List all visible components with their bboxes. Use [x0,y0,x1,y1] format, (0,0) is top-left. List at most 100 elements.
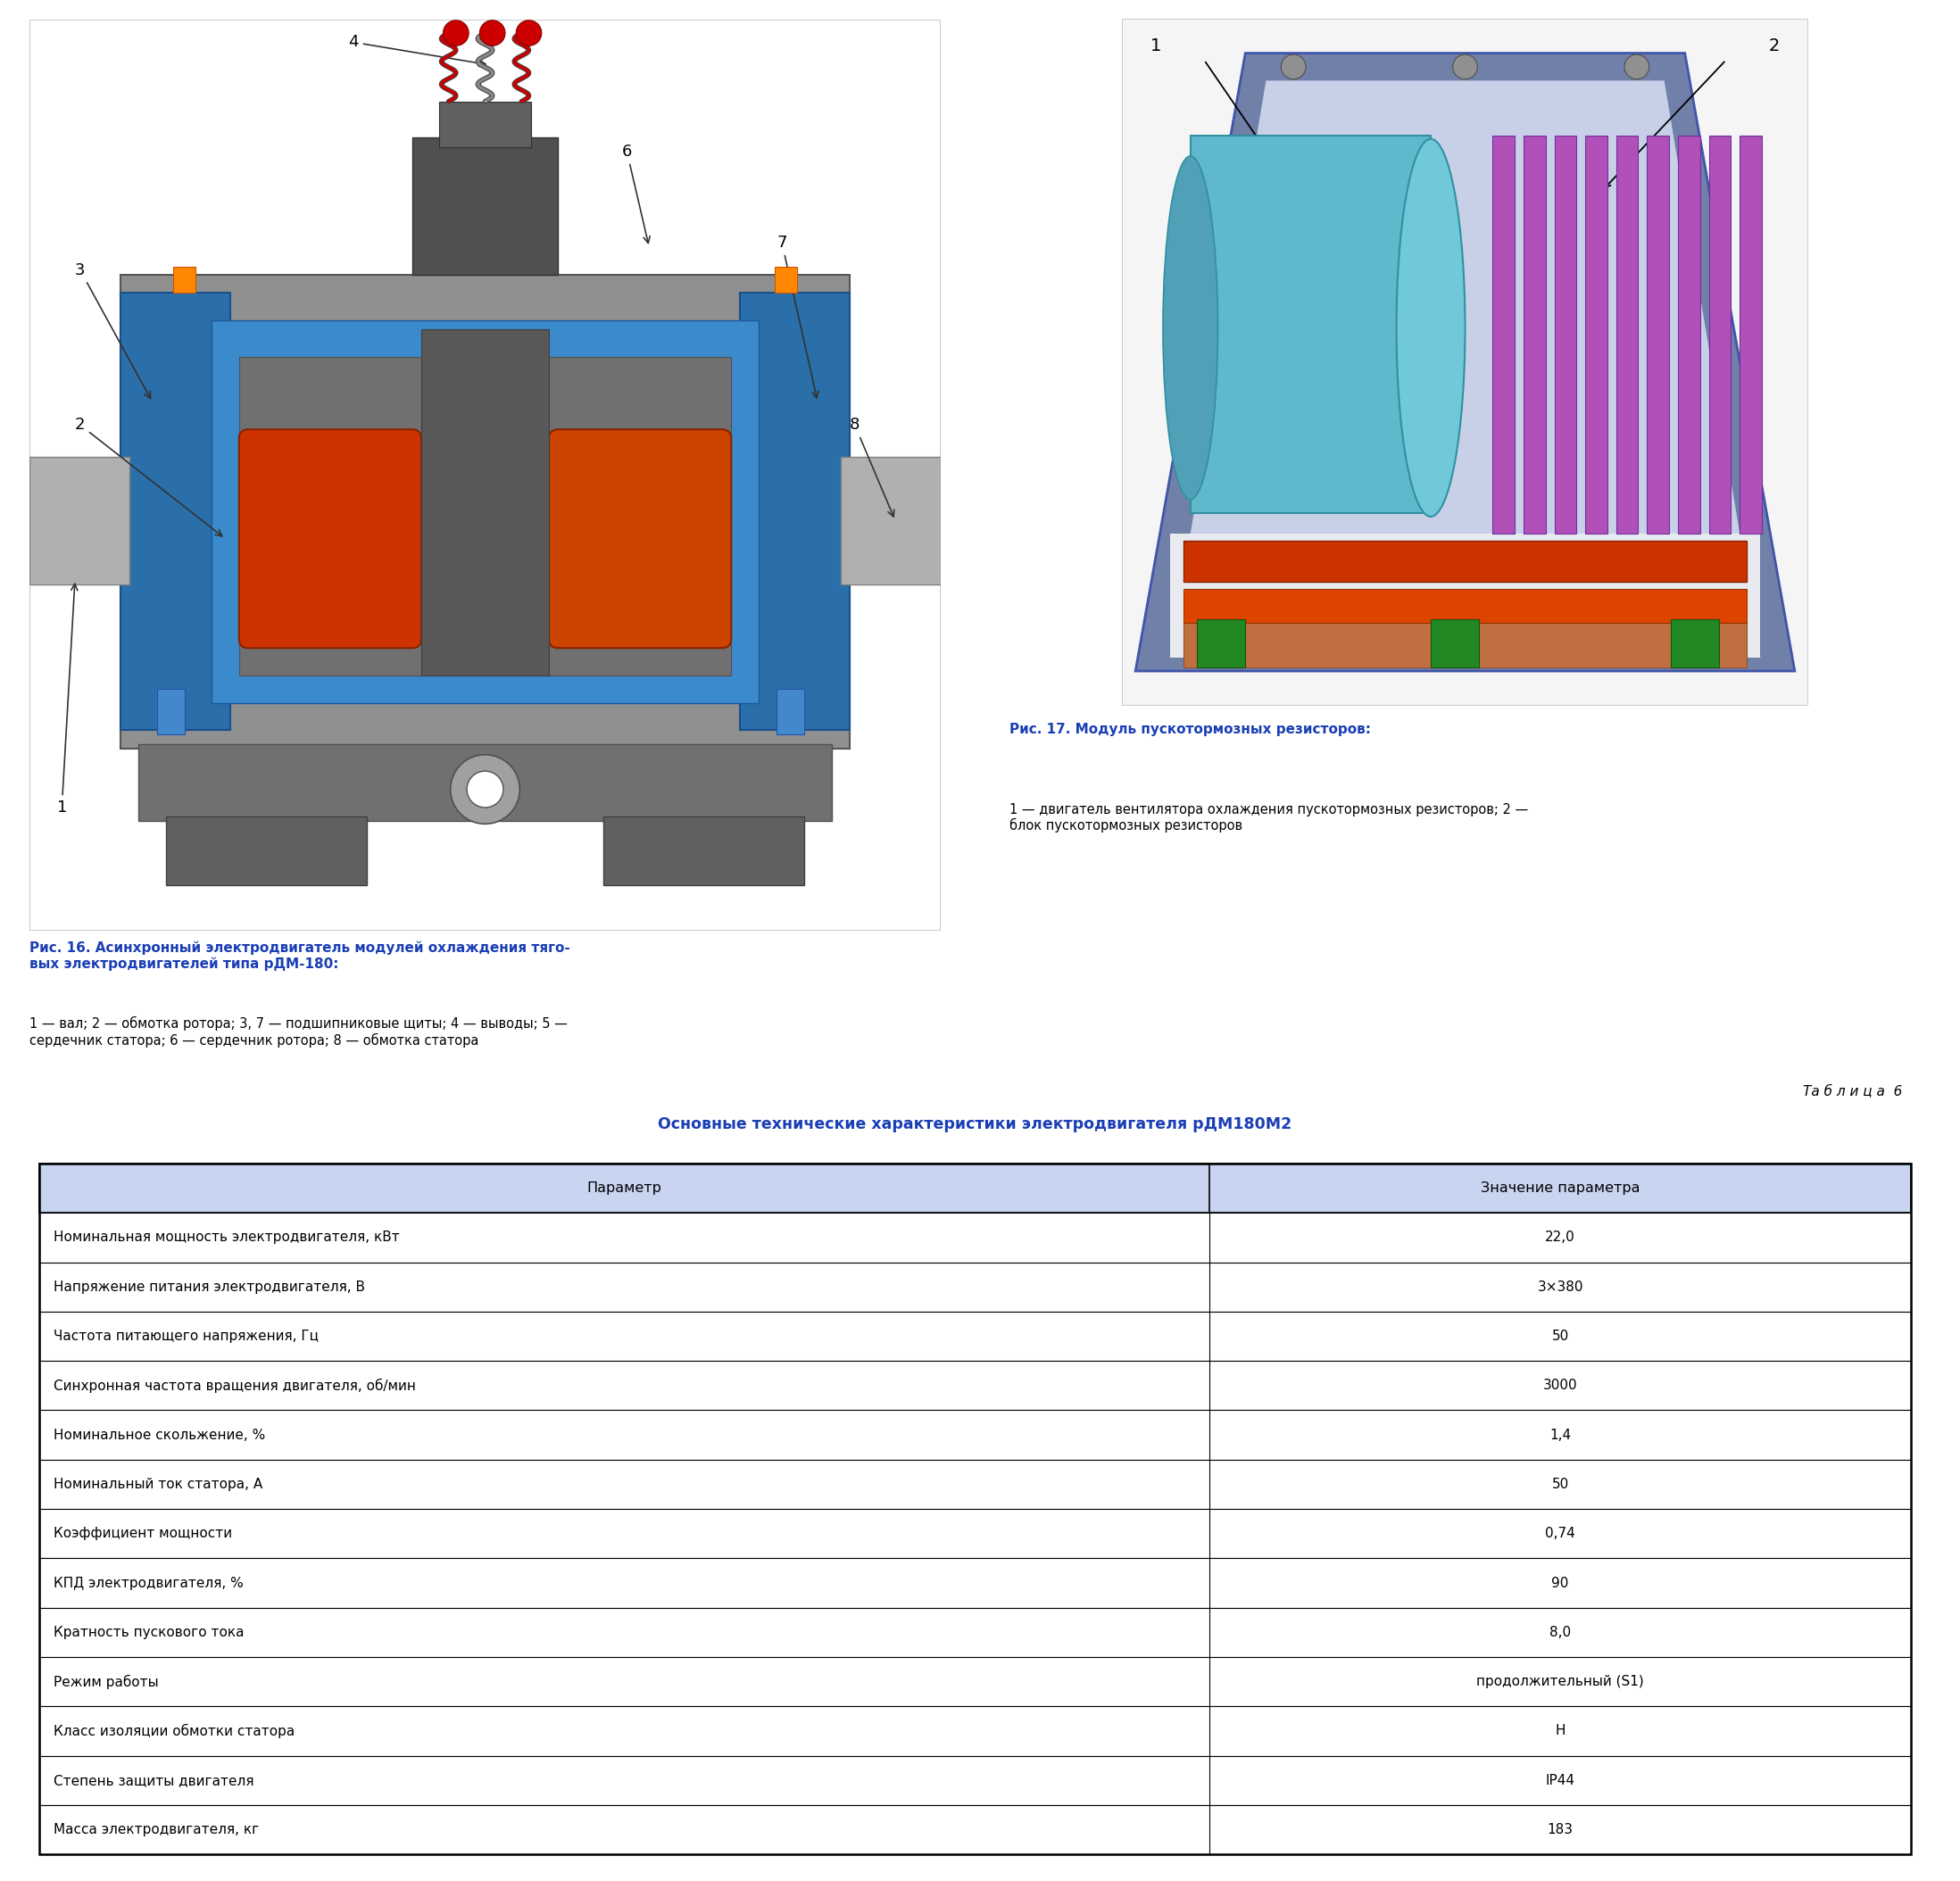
Bar [1170,534,1760,656]
Text: Номинальная мощность электродвигателя, кВт: Номинальная мощность электродвигателя, к… [55,1230,400,1243]
Text: 4: 4 [349,34,486,66]
Bar [1184,540,1746,581]
Bar [39,1311,1911,1362]
Text: Кратность пускового тока: Кратность пускового тока [55,1625,245,1638]
Bar [39,1213,1911,1262]
Circle shape [451,754,519,824]
Bar [1646,135,1670,534]
Text: Н: Н [1554,1725,1566,1738]
Text: Класс изоляции обмотки статора: Класс изоляции обмотки статора [55,1723,296,1738]
Text: Номинальное скольжение, %: Номинальное скольжение, % [55,1428,267,1441]
Text: 3: 3 [74,261,151,399]
Text: 8,0: 8,0 [1550,1625,1572,1638]
Text: Значение параметра: Значение параметра [1480,1181,1641,1194]
Bar [39,1411,1911,1460]
Bar [1523,135,1544,534]
Text: Режим работы: Режим работы [55,1674,159,1689]
Bar [1184,589,1746,623]
Circle shape [480,21,506,45]
Bar [604,816,804,884]
Bar [1740,135,1762,534]
Text: 6: 6 [621,143,651,243]
FancyBboxPatch shape [239,429,421,649]
Circle shape [1282,55,1305,79]
Text: 1: 1 [1151,38,1162,55]
Text: IP44: IP44 [1546,1774,1576,1787]
Text: Частота питающего напряжения, Гц: Частота питающего напряжения, Гц [55,1330,319,1343]
Text: Номинальный ток статора, А: Номинальный ток статора, А [55,1478,263,1492]
Bar [39,1706,1911,1755]
Text: 50: 50 [1552,1478,1568,1492]
Text: Синхронная частота вращения двигателя, об/мин: Синхронная частота вращения двигателя, о… [55,1379,416,1392]
Circle shape [1625,55,1648,79]
Text: 2: 2 [74,418,221,536]
Bar [1554,135,1576,534]
Bar [39,1509,1911,1557]
Bar [1494,135,1515,534]
Bar [157,688,184,735]
Text: 50: 50 [1552,1330,1568,1343]
Text: 1: 1 [57,583,78,816]
Bar [239,357,731,675]
Bar [1184,623,1746,668]
FancyBboxPatch shape [549,429,731,649]
Bar [39,1755,1911,1806]
Text: 0,74: 0,74 [1544,1527,1576,1541]
Bar [122,275,851,749]
Bar [439,102,531,147]
Text: Параметр: Параметр [586,1181,661,1194]
Bar [212,320,759,703]
Circle shape [443,21,468,45]
Text: 5: 5 [466,126,486,179]
Bar [39,1262,1911,1311]
Bar [167,816,367,884]
Bar [122,293,229,730]
Bar [1198,619,1245,668]
Text: 8: 8 [851,418,894,517]
Bar [774,267,798,293]
Text: 1,4: 1,4 [1550,1428,1572,1441]
Bar [1709,135,1731,534]
Ellipse shape [1396,139,1464,517]
Bar [1431,619,1480,668]
Text: Напряжение питания электродвигателя, В: Напряжение питания электродвигателя, В [55,1281,365,1294]
Bar [39,1557,1911,1608]
Bar [1678,135,1699,534]
Bar [39,1362,1911,1411]
Ellipse shape [1162,156,1217,498]
Text: 3000: 3000 [1543,1379,1578,1392]
Text: Рис. 17. Модуль пускотормозных резисторов:: Рис. 17. Модуль пускотормозных резисторо… [1009,722,1370,735]
Text: 183: 183 [1546,1823,1574,1836]
Text: 90: 90 [1552,1576,1568,1589]
Bar [841,457,941,585]
Bar [39,1460,1911,1509]
Text: 1 — вал; 2 — обмотка ротора; 3, 7 — подшипниковые щиты; 4 — выводы; 5 —
сердечни: 1 — вал; 2 — обмотка ротора; 3, 7 — подш… [29,1016,568,1048]
Text: 1 — двигатель вентилятора охлаждения пускотормозных резисторов; 2 —
блок пуското: 1 — двигатель вентилятора охлаждения пус… [1009,803,1529,833]
Bar [412,137,559,275]
Bar [776,688,804,735]
Bar [1190,135,1431,514]
Text: Степень защиты двигателя: Степень защиты двигателя [55,1774,255,1787]
Bar [39,1806,1911,1855]
Text: Та б л и ц а  6: Та б л и ц а 6 [1803,1085,1901,1099]
Circle shape [515,21,541,45]
Text: Коэффициент мощности: Коэффициент мощности [55,1527,233,1541]
Bar [39,1608,1911,1657]
Circle shape [466,771,504,807]
Bar [1586,135,1607,534]
Bar [39,1657,1911,1706]
Text: КПД электродвигателя, %: КПД электродвигателя, % [55,1576,243,1589]
Text: Основные технические характеристики электродвигателя рДМ180М2: Основные технические характеристики элек… [659,1117,1292,1132]
Circle shape [1452,55,1478,79]
Bar [172,267,196,293]
Bar [139,743,831,822]
Bar [39,1164,1911,1855]
Text: 2: 2 [1768,38,1780,55]
Text: 3×380: 3×380 [1537,1281,1584,1294]
Bar [39,1164,1911,1213]
Bar [741,293,851,730]
Polygon shape [1170,81,1760,656]
Bar [1672,619,1719,668]
Polygon shape [1135,53,1795,672]
Text: Рис. 16. Асинхронный электродвигатель модулей охлаждения тяго-
вых электродвигат: Рис. 16. Асинхронный электродвигатель мо… [29,940,570,971]
